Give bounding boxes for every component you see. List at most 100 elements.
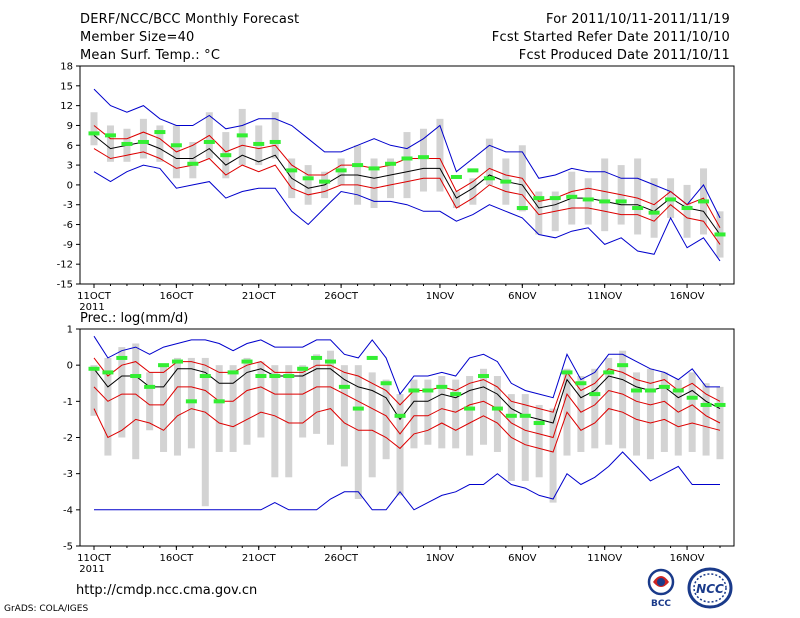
spread-bar — [633, 372, 641, 456]
spread-bar — [452, 379, 460, 449]
observed-mark — [483, 176, 495, 181]
grads-credit: GrADS: COLA/IGES — [4, 604, 89, 614]
observed-mark — [632, 206, 644, 211]
y-tick-label: 15 — [60, 81, 73, 92]
spread-bar — [132, 343, 140, 460]
observed-mark — [714, 232, 726, 237]
x-tick-label: 16NOV — [670, 291, 705, 302]
spread-bar — [702, 383, 710, 456]
observed-mark — [631, 388, 643, 393]
y-tick-label: 1 — [67, 325, 73, 336]
series-line-lower — [93, 386, 721, 439]
observed-mark — [648, 210, 660, 215]
observed-mark — [589, 392, 601, 397]
spread-bar — [370, 158, 378, 209]
y-tick-label: -6 — [63, 220, 73, 231]
spread-bar — [674, 379, 682, 456]
observed-mark — [338, 384, 350, 389]
observed-mark — [519, 413, 531, 418]
spread-bar — [299, 365, 307, 438]
series-line-mean — [93, 368, 721, 424]
series-line-lower2 — [93, 408, 721, 453]
observed-mark — [665, 197, 677, 202]
y-tick-label: 3 — [67, 161, 73, 172]
spread-bar — [605, 357, 613, 445]
spread-bar — [403, 132, 411, 199]
y-tick-label: -9 — [63, 240, 73, 251]
observed-mark — [88, 131, 100, 136]
observed-mark — [253, 141, 265, 146]
member-size: Member Size=40 — [80, 30, 195, 45]
observed-mark — [311, 355, 323, 360]
observed-mark — [352, 406, 364, 411]
observed-mark — [269, 139, 281, 144]
spread-bar — [387, 158, 395, 199]
observed-mark — [380, 381, 392, 386]
observed-mark — [130, 374, 142, 379]
observed-mark — [700, 402, 712, 407]
observed-mark — [582, 197, 594, 202]
observed-mark — [385, 161, 397, 166]
x-tick-label: 1NOV — [426, 291, 455, 302]
spread-bar — [271, 365, 279, 478]
spread-bar — [646, 368, 654, 460]
observed-mark — [617, 363, 629, 368]
observed-mark — [286, 168, 298, 173]
forecast-started: Fcst Started Refer Date 2011/10/10 — [491, 30, 730, 45]
observed-mark — [533, 196, 545, 201]
spread-bar — [683, 184, 691, 238]
spread-bar — [156, 125, 164, 162]
x-tick-label: 16NOV — [670, 553, 705, 564]
observed-mark — [686, 395, 698, 400]
observed-mark — [297, 366, 309, 371]
observed-mark — [422, 388, 434, 393]
forecast-produced: Fcst Produced Date 2011/10/11 — [518, 48, 730, 63]
observed-mark — [187, 161, 199, 166]
bcc-logo: BCC — [647, 568, 675, 608]
observed-mark — [672, 388, 684, 393]
source-url[interactable]: http://cmdp.ncc.cma.gov.cn — [76, 583, 258, 598]
spread-bar — [160, 365, 168, 452]
observed-mark — [154, 130, 166, 135]
x-tick-label: 11NOV — [587, 291, 622, 302]
spread-bar — [215, 365, 223, 452]
observed-mark — [658, 384, 670, 389]
observed-mark — [566, 194, 578, 199]
spread-bar — [660, 372, 668, 452]
spread-bar — [106, 125, 114, 162]
observed-mark — [467, 168, 479, 173]
series-line-max — [93, 335, 720, 399]
spread-bar — [340, 365, 348, 467]
observed-mark — [283, 374, 295, 379]
observed-mark — [352, 163, 364, 168]
spread-bar — [410, 379, 418, 449]
spread-bar — [716, 386, 724, 460]
spread-bar — [201, 357, 209, 507]
x-tick-label: 26OCT — [324, 553, 359, 564]
observed-mark — [698, 199, 710, 204]
observed-mark — [394, 413, 406, 418]
x-tick-label: 21OCT — [242, 291, 277, 302]
observed-mark — [401, 156, 413, 161]
observed-mark — [436, 384, 448, 389]
observed-mark — [450, 174, 462, 179]
observed-mark — [450, 392, 462, 397]
spread-bar — [591, 368, 599, 449]
spread-bar — [313, 354, 321, 434]
spread-bar — [104, 357, 112, 456]
forecast-period: For 2011/10/11-2011/11/19 — [546, 12, 730, 27]
spread-bar — [688, 372, 696, 452]
spread-bar — [634, 158, 642, 235]
x-tick-label: 11NOV — [587, 553, 622, 564]
spread-bar — [257, 361, 265, 438]
y-tick-label: 0 — [67, 180, 73, 191]
spread-bar — [419, 128, 427, 192]
y-tick-label: -12 — [57, 260, 73, 271]
x-tick-label: 26OCT — [324, 291, 359, 302]
y-tick-label: 12 — [60, 101, 73, 112]
observed-mark — [213, 399, 225, 404]
spread-bar — [146, 372, 154, 431]
spread-bar — [304, 165, 312, 205]
spread-bar — [619, 350, 627, 449]
